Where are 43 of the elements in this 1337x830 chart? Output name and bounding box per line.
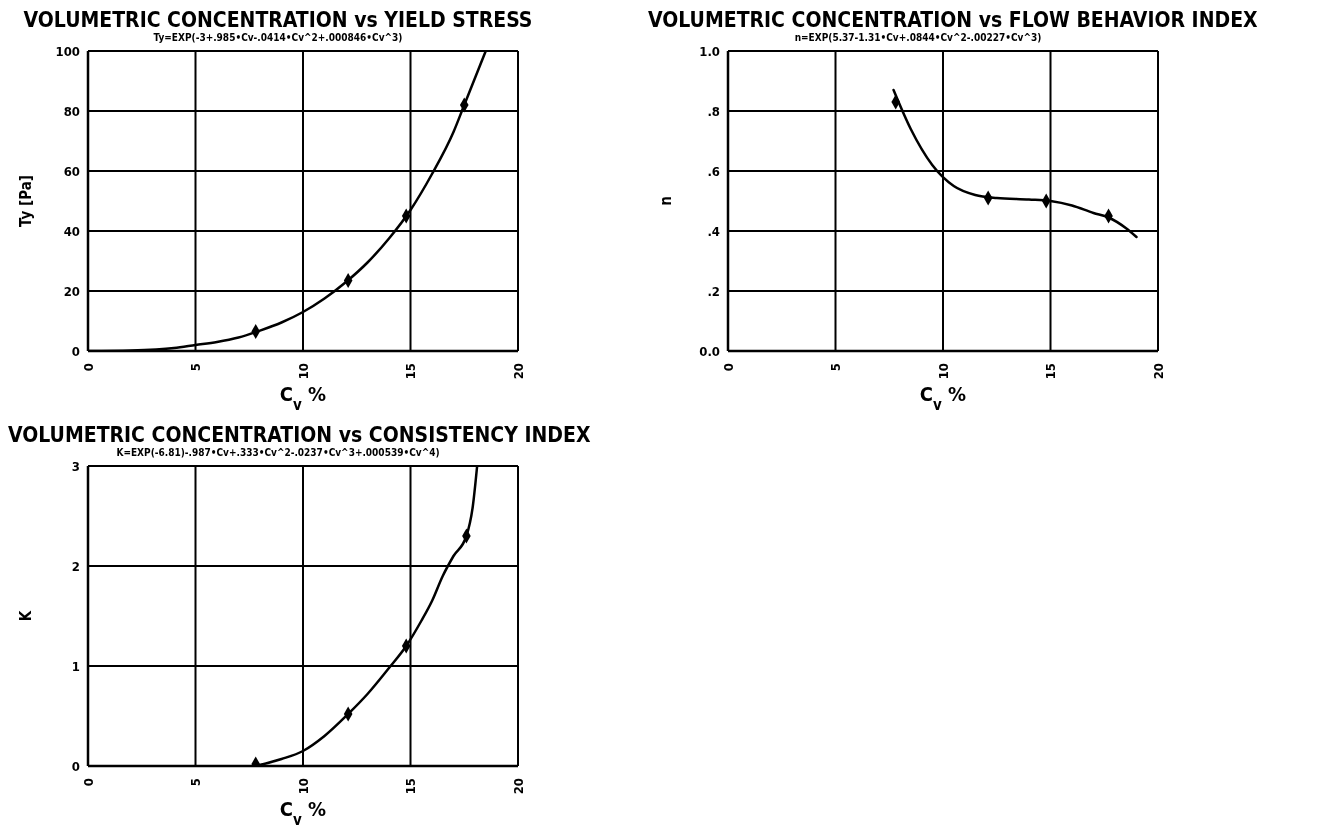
y-tick-label: 3 xyxy=(71,458,80,474)
y-tick-label: 0 xyxy=(71,758,80,774)
x-tick-label: 5 xyxy=(828,363,843,372)
x-tick-label: 15 xyxy=(403,363,418,380)
chart-title: VOLUMETRIC CONCENTRATION vs FLOW BEHAVIOR INDEX xyxy=(648,8,1258,32)
y-tick-label: 60 xyxy=(63,163,80,179)
x-axis-title: C$_{v}$ % xyxy=(279,797,327,829)
x-tick-label: 10 xyxy=(295,363,311,380)
x-tick-label: 15 xyxy=(1043,363,1058,380)
y-tick-label: 0.0 xyxy=(699,343,720,359)
chart-subtitle: K=EXP(-6.81)-.987•Cv+.333•Cv^2-.0237•Cv^3+.000539•Cv^4) xyxy=(115,447,441,458)
x-tick-label: 5 xyxy=(188,778,203,787)
chart-title: VOLUMETRIC CONCENTRATION vs CONSISTENCY INDEX xyxy=(8,423,591,447)
chart-title: VOLUMETRIC CONCENTRATION vs YIELD STRESS xyxy=(22,8,534,32)
chart-subtitle: Ty=EXP(-3+.985•Cv-.0414•Cv^2+.000846•Cv^3) xyxy=(152,32,404,43)
x-tick-label: 5 xyxy=(188,363,203,372)
y-tick-label: 80 xyxy=(63,103,80,119)
y-tick-label: .2 xyxy=(707,283,720,299)
x-tick-label: 0 xyxy=(80,778,96,787)
y-tick-label: 2 xyxy=(71,558,80,574)
x-tick-label: 15 xyxy=(403,778,418,795)
y-tick-label: .4 xyxy=(707,223,720,239)
y-tick-label: 100 xyxy=(55,43,80,59)
x-tick-label: 0 xyxy=(720,363,736,372)
x-tick-label: 20 xyxy=(510,778,526,795)
y-tick-label: 1 xyxy=(71,658,80,674)
x-tick-label: 20 xyxy=(1150,363,1166,380)
x-tick-label: 10 xyxy=(295,778,311,795)
x-axis-title: C$_{v}$ % xyxy=(279,382,327,414)
y-tick-label: 40 xyxy=(63,223,80,239)
y-axis-title: Ty [Pa] xyxy=(17,175,36,227)
y-tick-label: .6 xyxy=(707,163,720,179)
x-axis-title: C$_{v}$ % xyxy=(919,382,967,414)
x-tick-label: 0 xyxy=(80,363,96,372)
y-axis-title: n xyxy=(657,196,676,206)
y-tick-label: .8 xyxy=(707,103,720,119)
x-tick-label: 10 xyxy=(935,363,951,380)
y-tick-label: 20 xyxy=(63,283,80,299)
x-tick-label: 20 xyxy=(510,363,526,380)
y-axis-title: K xyxy=(17,610,36,622)
chart-subtitle: n=EXP(5.37-1.31•Cv+.0844•Cv^2-.00227•Cv^3) xyxy=(793,32,1043,43)
y-tick-label: 1.0 xyxy=(699,43,720,59)
y-tick-label: 0 xyxy=(71,343,80,359)
